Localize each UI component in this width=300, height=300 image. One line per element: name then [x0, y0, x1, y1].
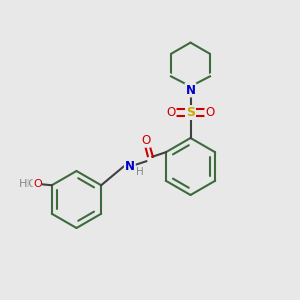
Text: O: O	[141, 134, 150, 147]
Text: N: N	[185, 83, 196, 97]
Text: N: N	[125, 160, 135, 173]
Text: O: O	[167, 106, 176, 119]
Text: HO: HO	[21, 179, 38, 189]
Text: S: S	[186, 106, 195, 119]
Text: H: H	[136, 167, 143, 177]
Text: O: O	[206, 106, 214, 119]
Text: H: H	[19, 179, 28, 189]
Text: O: O	[33, 179, 42, 189]
